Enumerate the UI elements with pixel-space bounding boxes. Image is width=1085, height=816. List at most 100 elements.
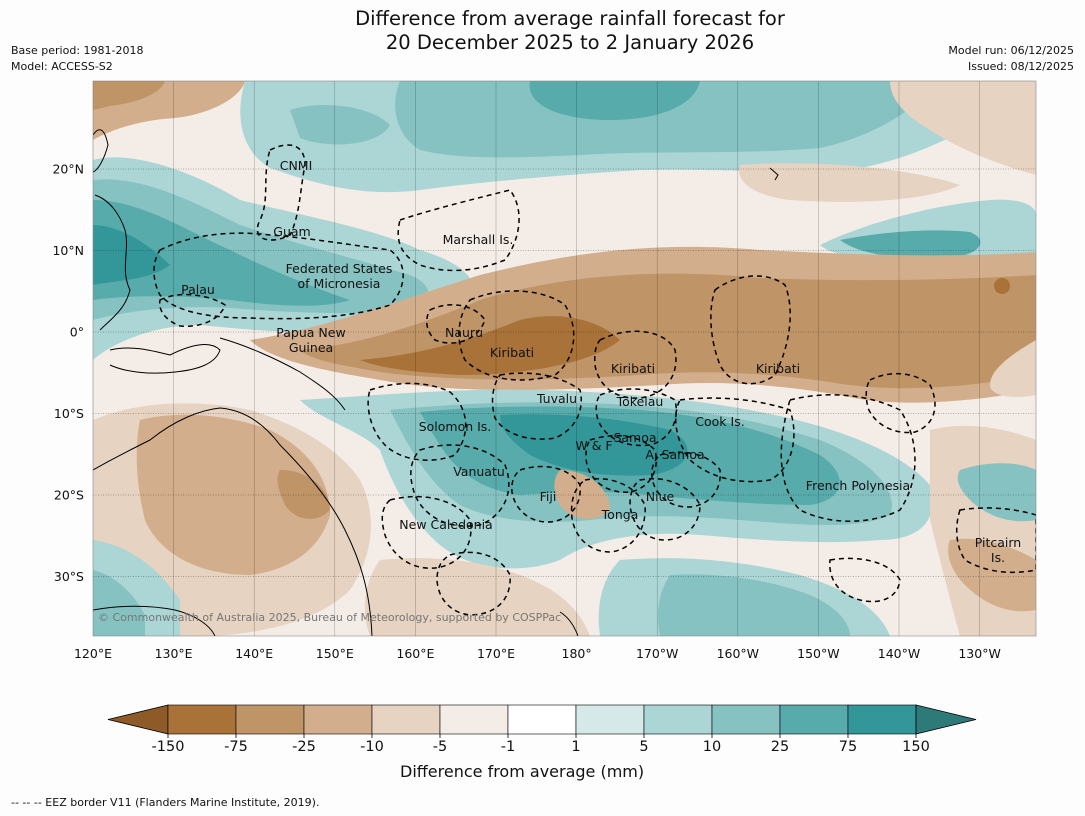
label-new-caledonia: New Caledonia [399,517,492,532]
x-tick-label: 120°E [74,646,112,661]
label-kiribati-west: Kiribati [490,345,534,360]
label-vanuatu: Vanuatu [453,464,505,479]
label-pitcairn-2: Is. [991,550,1005,565]
australia-coast [93,407,373,636]
label-png-1: Papua New [276,325,345,340]
hawaii-coast [769,167,779,181]
x-tick-label: 160°W [717,646,759,661]
new-zealand-coast [559,611,579,636]
model-run-text: Model run: 06/12/2025 [948,44,1074,57]
dry-area [360,316,620,375]
copyright-text: © Commonwealth of Australia 2025, Bureau… [98,611,561,624]
label-guam: Guam [273,224,310,239]
x-axis: 120°E 130°E 140°E 150°E 160°E 170°E 180° 170°W 1… [74,646,1001,661]
dry-area [739,163,960,202]
region-labels: CNMI Guam Marshall Is. Federated States … [181,158,1021,565]
colorbar-extend-low [107,704,169,735]
dry-area [93,81,165,110]
label-niue: Niue [646,489,675,504]
label-tokelau: Tokelau [616,394,664,409]
colorbar-tick-label: 75 [839,739,857,755]
colorbar-segment [439,704,509,735]
colorbar-tick-label: 150 [902,739,930,755]
dry-area [554,470,610,520]
wet-area [840,230,981,259]
colorbar-extend-high [915,704,977,735]
x-tick-label: 170°W [636,646,678,661]
x-tick-label: 140°W [878,646,920,661]
x-tick-label: 140°E [235,646,273,661]
wet-area [395,81,940,158]
australia-south-coast [93,605,216,636]
y-tick-label: 10°S [54,406,84,421]
y-tick-label: 20°N [52,162,84,177]
graticule [93,81,1036,636]
colorbar-tick-label: 10 [703,739,721,755]
title-line-2: 20 December 2025 to 2 January 2026 [385,31,755,54]
dry-area [990,275,1036,397]
label-micronesia-1: Federated States [286,261,393,276]
label-marshall-is: Marshall Is. [443,232,514,247]
colorbar-segment [371,704,441,735]
colorbar-segment [507,704,577,735]
anomaly-field [93,81,1036,636]
label-pitcairn-1: Pitcairn [975,535,1021,550]
label-solomon-is: Solomon Is. [419,419,492,434]
label-kiribati-east: Kiribati [756,361,800,376]
taiwan-coast [93,129,109,173]
meta-right: Model run: 06/12/2025 Issued: 08/12/2025 [948,43,1074,75]
meta-left: Base period: 1981-2018 Model: ACCESS-S2 [11,43,143,75]
x-tick-label: 130°E [155,646,193,661]
colorbar-label: Difference from average (mm) [400,762,645,781]
y-axis: 20°N 10°N 0° 10°S 20°S 30°S [52,162,84,585]
y-tick-label: 30°S [54,569,84,584]
label-cnmi: CNMI [280,158,313,173]
new-guinea-coast [109,344,221,374]
x-tick-label: 150°E [316,646,354,661]
eez-borders [153,144,1036,616]
colorbar-tick-label: -75 [224,739,248,755]
colorbar-segment [575,704,645,735]
colorbar-tick-label: -1 [501,739,515,755]
chart-title: Difference from average rainfall forecas… [0,7,1085,55]
eez-footnote: -- -- -- EEZ border V11 (Flanders Marine… [11,796,320,809]
colorbar-tick-label: -5 [433,739,447,755]
label-french-polynesia: French Polynesia [806,478,910,493]
wet-area [529,81,700,120]
colorbar-tick-label: 1 [571,739,580,755]
dry-area [277,470,330,520]
label-palau: Palau [181,282,215,297]
x-tick-label: 130°W [958,646,1000,661]
philippines-coast [94,194,131,331]
issued-text: Issued: 08/12/2025 [967,60,1074,73]
wet-area [93,225,170,285]
label-micronesia-2: of Micronesia [298,276,381,291]
dry-area [948,538,1036,612]
model-text: Model: ACCESS-S2 [11,60,113,73]
title-line-1: Difference from average rainfall forecas… [355,7,785,30]
dry-area [994,278,1010,294]
colorbar-tick-label: 25 [771,739,789,755]
label-nauru: Nauru [445,325,483,340]
label-kiribati-central: Kiribati [611,361,655,376]
y-tick-label: 10°N [52,243,84,258]
colorbar-segment [711,704,781,735]
outlines [93,129,1036,636]
colorbar-segment [235,704,305,735]
wet-area [93,570,145,636]
base-period-text: Base period: 1981-2018 [11,44,144,57]
colorbar-segment [847,704,917,735]
wet-area [93,200,350,306]
colorbar-tick-label: -10 [360,739,384,755]
dry-area [364,558,590,636]
label-tuvalu: Tuvalu [536,391,577,406]
label-tonga: Tonga [601,507,639,522]
label-samoa: Samoa [613,430,656,445]
label-fiji: Fiji [540,489,557,504]
label-wallis-futuna: W & F [575,438,612,453]
png-coast [219,337,346,411]
x-tick-label: 160°E [396,646,434,661]
dry-area [890,81,1036,175]
colorbar-tick-label: 5 [639,739,648,755]
